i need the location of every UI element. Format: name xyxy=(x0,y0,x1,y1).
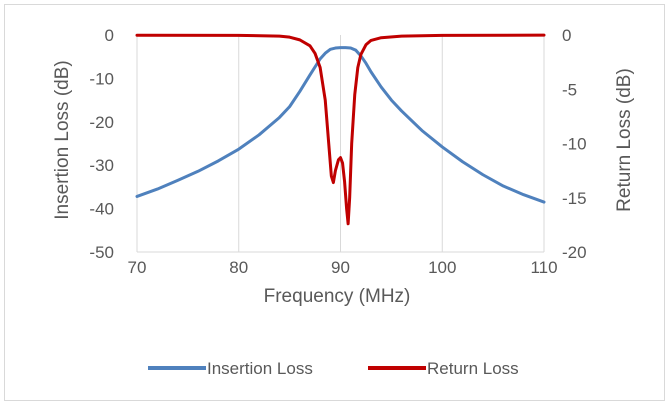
right-y-tick-label: -15 xyxy=(562,189,587,208)
left-y-tick-label: -50 xyxy=(89,243,114,262)
right-y-tick-labels: 0 -5 -10 -15 -20 xyxy=(562,26,587,262)
x-tick-label: 80 xyxy=(229,258,248,277)
left-y-tick-labels: 0 -10 -20 -30 -40 -50 xyxy=(89,26,114,262)
x-tick-labels: 70 80 90 100 110 xyxy=(128,258,558,277)
right-y-tick-label: -10 xyxy=(562,135,587,154)
legend-label-insertion-loss: Insertion Loss xyxy=(207,359,313,378)
left-y-axis-title: Insertion Loss (dB) xyxy=(52,60,73,219)
right-y-tick-label: -5 xyxy=(562,80,577,99)
series-line-return-loss xyxy=(135,33,546,226)
legend-label-return-loss: Return Loss xyxy=(427,359,519,378)
series-line-insertion-loss xyxy=(135,46,546,204)
x-tick-label: 100 xyxy=(428,258,456,277)
x-axis-title: Frequency (MHz) xyxy=(264,286,411,307)
right-y-axis-title: Return Loss (dB) xyxy=(614,68,635,212)
right-y-tick-label: 0 xyxy=(562,26,571,45)
right-y-tick-label: -20 xyxy=(562,243,587,262)
left-y-tick-label: 0 xyxy=(105,26,114,45)
left-y-tick-label: -10 xyxy=(89,69,114,88)
series-lines xyxy=(135,33,546,226)
x-tick-label: 90 xyxy=(331,258,350,277)
left-y-tick-label: -40 xyxy=(89,200,114,219)
left-y-tick-label: -20 xyxy=(89,113,114,132)
left-y-tick-label: -30 xyxy=(89,156,114,175)
x-tick-label: 110 xyxy=(530,258,557,277)
x-tick-label: 70 xyxy=(128,258,147,277)
legend: Insertion Loss Return Loss xyxy=(148,359,519,378)
gridlines xyxy=(136,35,545,252)
chart-frame xyxy=(4,4,665,401)
